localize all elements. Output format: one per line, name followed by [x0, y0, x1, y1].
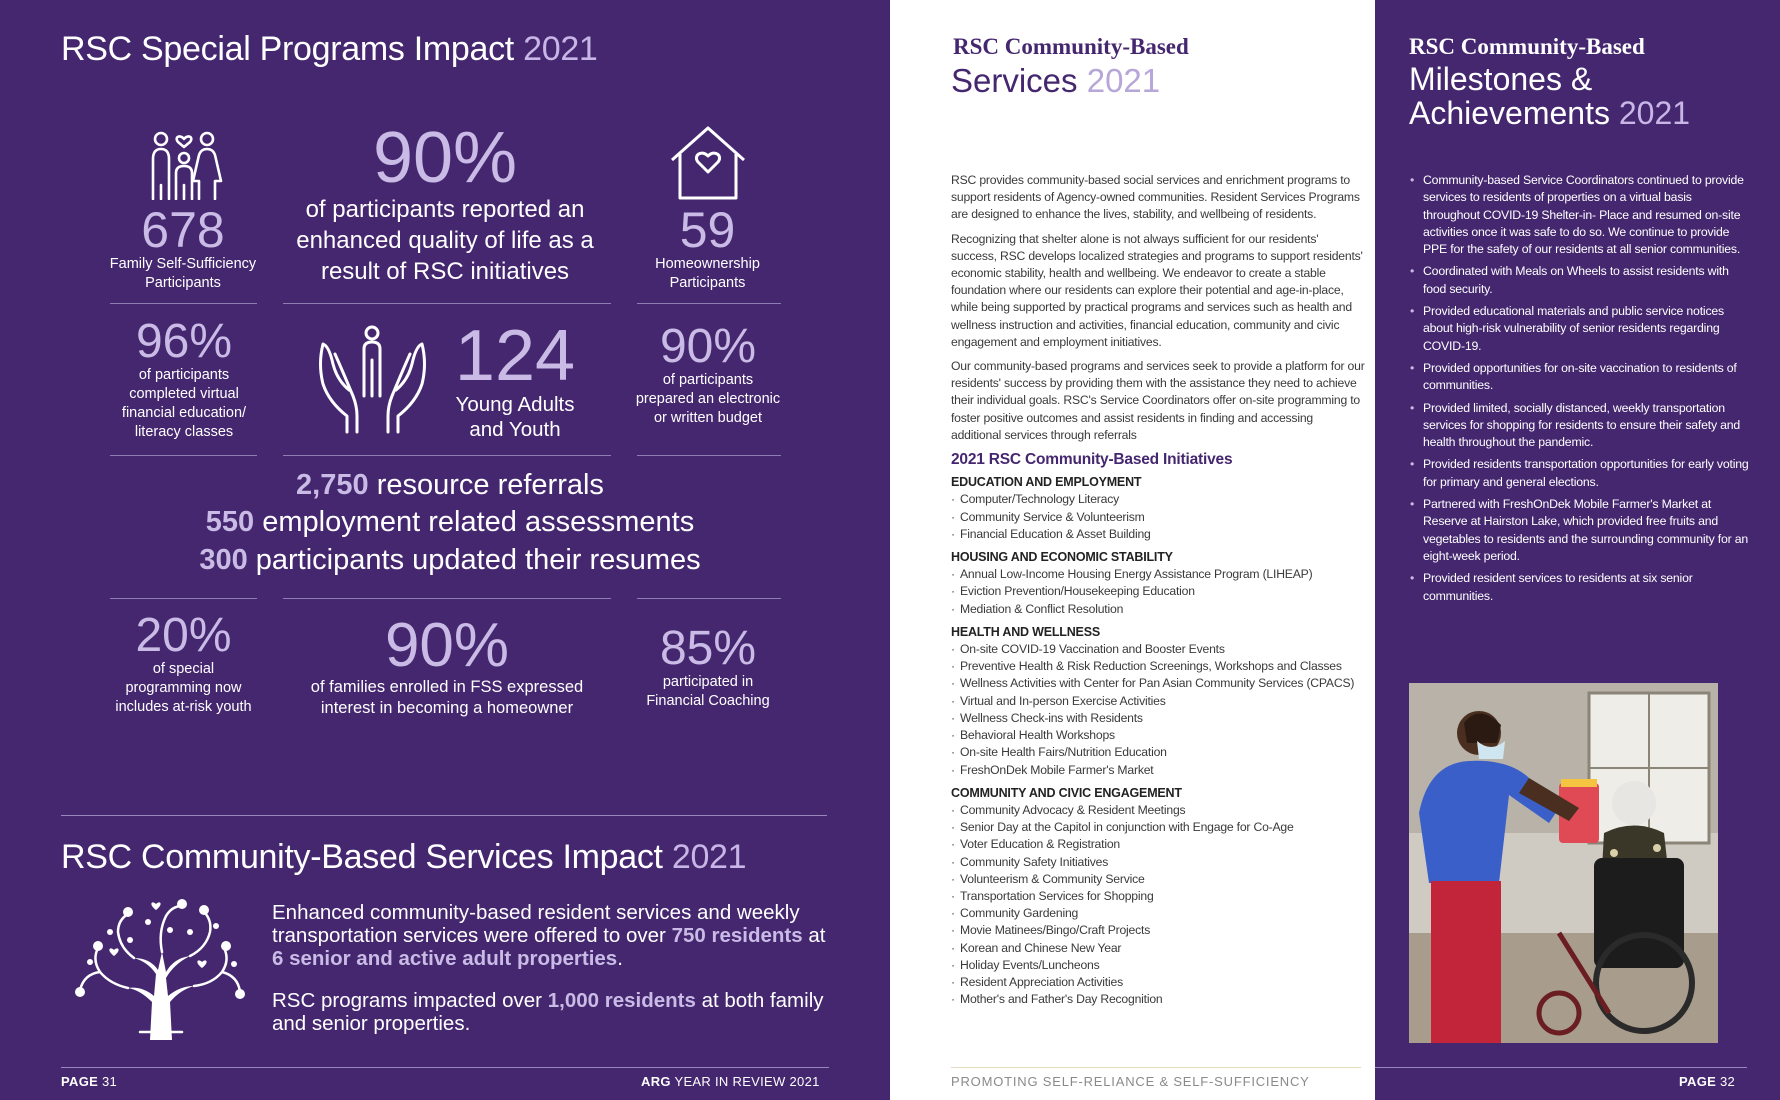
- initiatives-title: 2021 RSC Community-Based Initiatives: [951, 451, 1233, 469]
- footer-rule: [61, 1067, 829, 1068]
- list-item: Coordinated with Meals on Wheels to assi…: [1410, 263, 1750, 298]
- milestones-heading: Milestones & Achievements 2021: [1409, 61, 1691, 131]
- resumes-line: 300 participants updated their resumes: [199, 544, 701, 576]
- list-item: Provided resident services to residents …: [1410, 570, 1750, 605]
- category-heading: HEALTH AND WELLNESS: [951, 624, 1100, 639]
- services-heading: Services 2021: [951, 62, 1161, 99]
- divider: [283, 598, 611, 599]
- list-item: Preventive Health & Risk Reduction Scree…: [951, 658, 1366, 675]
- family-icon: [151, 131, 223, 200]
- divider: [110, 598, 257, 599]
- list-item: Behavioral Health Workshops: [951, 727, 1366, 744]
- divider: [283, 303, 611, 304]
- list-item: Korean and Chinese New Year: [951, 940, 1366, 957]
- impact-paragraph-1: Enhanced community-based resident servic…: [272, 901, 826, 970]
- services-page: RSC Community-Based Services 2021 RSC pr…: [890, 0, 1375, 1100]
- at-risk-youth-stat: 20% of special programming now includes …: [115, 609, 252, 716]
- list-item: Community Gardening: [951, 905, 1366, 922]
- divider: [637, 598, 781, 599]
- fss-stat: 678 Family Self-Sufficiency Participants: [109, 202, 257, 291]
- category-heading: EDUCATION AND EMPLOYMENT: [951, 475, 1142, 490]
- list-item: Community Safety Initiatives: [951, 854, 1366, 871]
- list-item: Partnered with FreshOnDek Mobile Farmer'…: [1410, 496, 1750, 565]
- list-item: Transportation Services for Shopping: [951, 888, 1366, 905]
- special-programs-title: RSC Special Programs Impact 2021: [61, 30, 598, 68]
- category-heading: HOUSING AND ECONOMIC STABILITY: [951, 550, 1173, 565]
- list-item: Provided residents transportation opport…: [1410, 456, 1750, 491]
- hands-person-icon: [319, 325, 426, 434]
- list-item: Computer/Technology Literacy: [951, 491, 1366, 508]
- list-item: Virtual and In-person Exercise Activitie…: [951, 693, 1366, 710]
- tree-icon: [75, 899, 245, 1040]
- milestones-heading-line1: RSC Community-Based: [1409, 34, 1645, 59]
- vaccination-photo: [1409, 683, 1718, 1043]
- milestones-list: Community-based Service Coordinators con…: [1410, 172, 1750, 610]
- list-item: On-site COVID-19 Vaccination and Booster…: [951, 641, 1366, 658]
- page-number-32: PAGE 32: [1679, 1074, 1736, 1089]
- budget-stat: 90% of participants prepared an electron…: [635, 320, 781, 427]
- assessments-line: 550 employment related assessments: [205, 506, 695, 538]
- section-divider: [61, 815, 827, 816]
- homeownership-stat: 59 Homeownership Participants: [655, 202, 760, 291]
- services-body: RSC provides community-based social serv…: [951, 172, 1366, 1009]
- virtual-education-stat: 96% of participants completed virtual fi…: [121, 315, 247, 441]
- list-item: Annual Low-Income Housing Energy Assista…: [951, 566, 1366, 583]
- list-item: Provided limited, socially distanced, we…: [1410, 400, 1750, 452]
- list-item: Movie Matinees/Bingo/Craft Projects: [951, 922, 1366, 939]
- divider: [110, 455, 257, 456]
- families-homeowner-stat: 90% of families enrolled in FSS expresse…: [310, 611, 584, 718]
- quality-stat: 90% of participants reported an enhanced…: [296, 118, 594, 285]
- list-item: On-site Health Fairs/Nutrition Education: [951, 744, 1366, 761]
- house-heart-icon: [671, 126, 745, 200]
- list-item: FreshOnDek Mobile Farmer's Market: [951, 762, 1366, 779]
- list-item: Community Advocacy & Resident Meetings: [951, 802, 1366, 819]
- youth-stat: 124 Young Adults and Youth: [454, 316, 576, 441]
- impact-paragraph-2: RSC programs impacted over 1,000 residen…: [272, 989, 824, 1035]
- left-page-31: RSC Special Programs Impact 2021 678 Fam…: [0, 0, 890, 1100]
- list-item: Volunteerism & Community Service: [951, 871, 1366, 888]
- list-item: Eviction Prevention/Housekeeping Educati…: [951, 583, 1366, 600]
- list-item: Provided educational materials and publi…: [1410, 303, 1750, 355]
- divider: [110, 303, 257, 304]
- list-item: Resident Appreciation Activities: [951, 974, 1366, 991]
- divider: [637, 303, 781, 304]
- milestones-page-32: RSC Community-Based Milestones & Achieve…: [1375, 0, 1780, 1100]
- list-item: Voter Education & Registration: [951, 836, 1366, 853]
- services-heading-line1: RSC Community-Based: [953, 34, 1189, 59]
- list-item: Community-based Service Coordinators con…: [1410, 172, 1750, 258]
- page-number-31: PAGE 31: [61, 1074, 118, 1089]
- list-item: Senior Day at the Capitol in conjunction…: [951, 819, 1366, 836]
- referrals-line: 2,750 resource referrals: [296, 469, 604, 501]
- list-item: Wellness Activities with Center for Pan …: [951, 675, 1366, 692]
- list-item: Mediation & Conflict Resolution: [951, 601, 1366, 618]
- footer-rule: [1375, 1067, 1747, 1068]
- list-item: Holiday Events/Luncheons: [951, 957, 1366, 974]
- list-item: Community Service & Volunteerism: [951, 509, 1366, 526]
- footer-year-in-review: ARG YEAR IN REVIEW 2021: [641, 1074, 820, 1089]
- divider: [637, 455, 781, 456]
- divider: [283, 455, 611, 456]
- services-footer: PROMOTING SELF-RELIANCE & SELF-SUFFICIEN…: [951, 1074, 1310, 1089]
- category-heading: COMMUNITY AND CIVIC ENGAGEMENT: [951, 785, 1182, 800]
- list-item: Mother's and Father's Day Recognition: [951, 991, 1366, 1008]
- list-item: Provided opportunities for on-site vacci…: [1410, 360, 1750, 395]
- list-item: Financial Education & Asset Building: [951, 526, 1366, 543]
- list-item: Wellness Check-ins with Residents: [951, 710, 1366, 727]
- community-impact-title: RSC Community-Based Services Impact 2021: [61, 838, 747, 876]
- coaching-stat: 85% participated in Financial Coaching: [646, 622, 770, 710]
- footer-rule: [951, 1067, 1361, 1068]
